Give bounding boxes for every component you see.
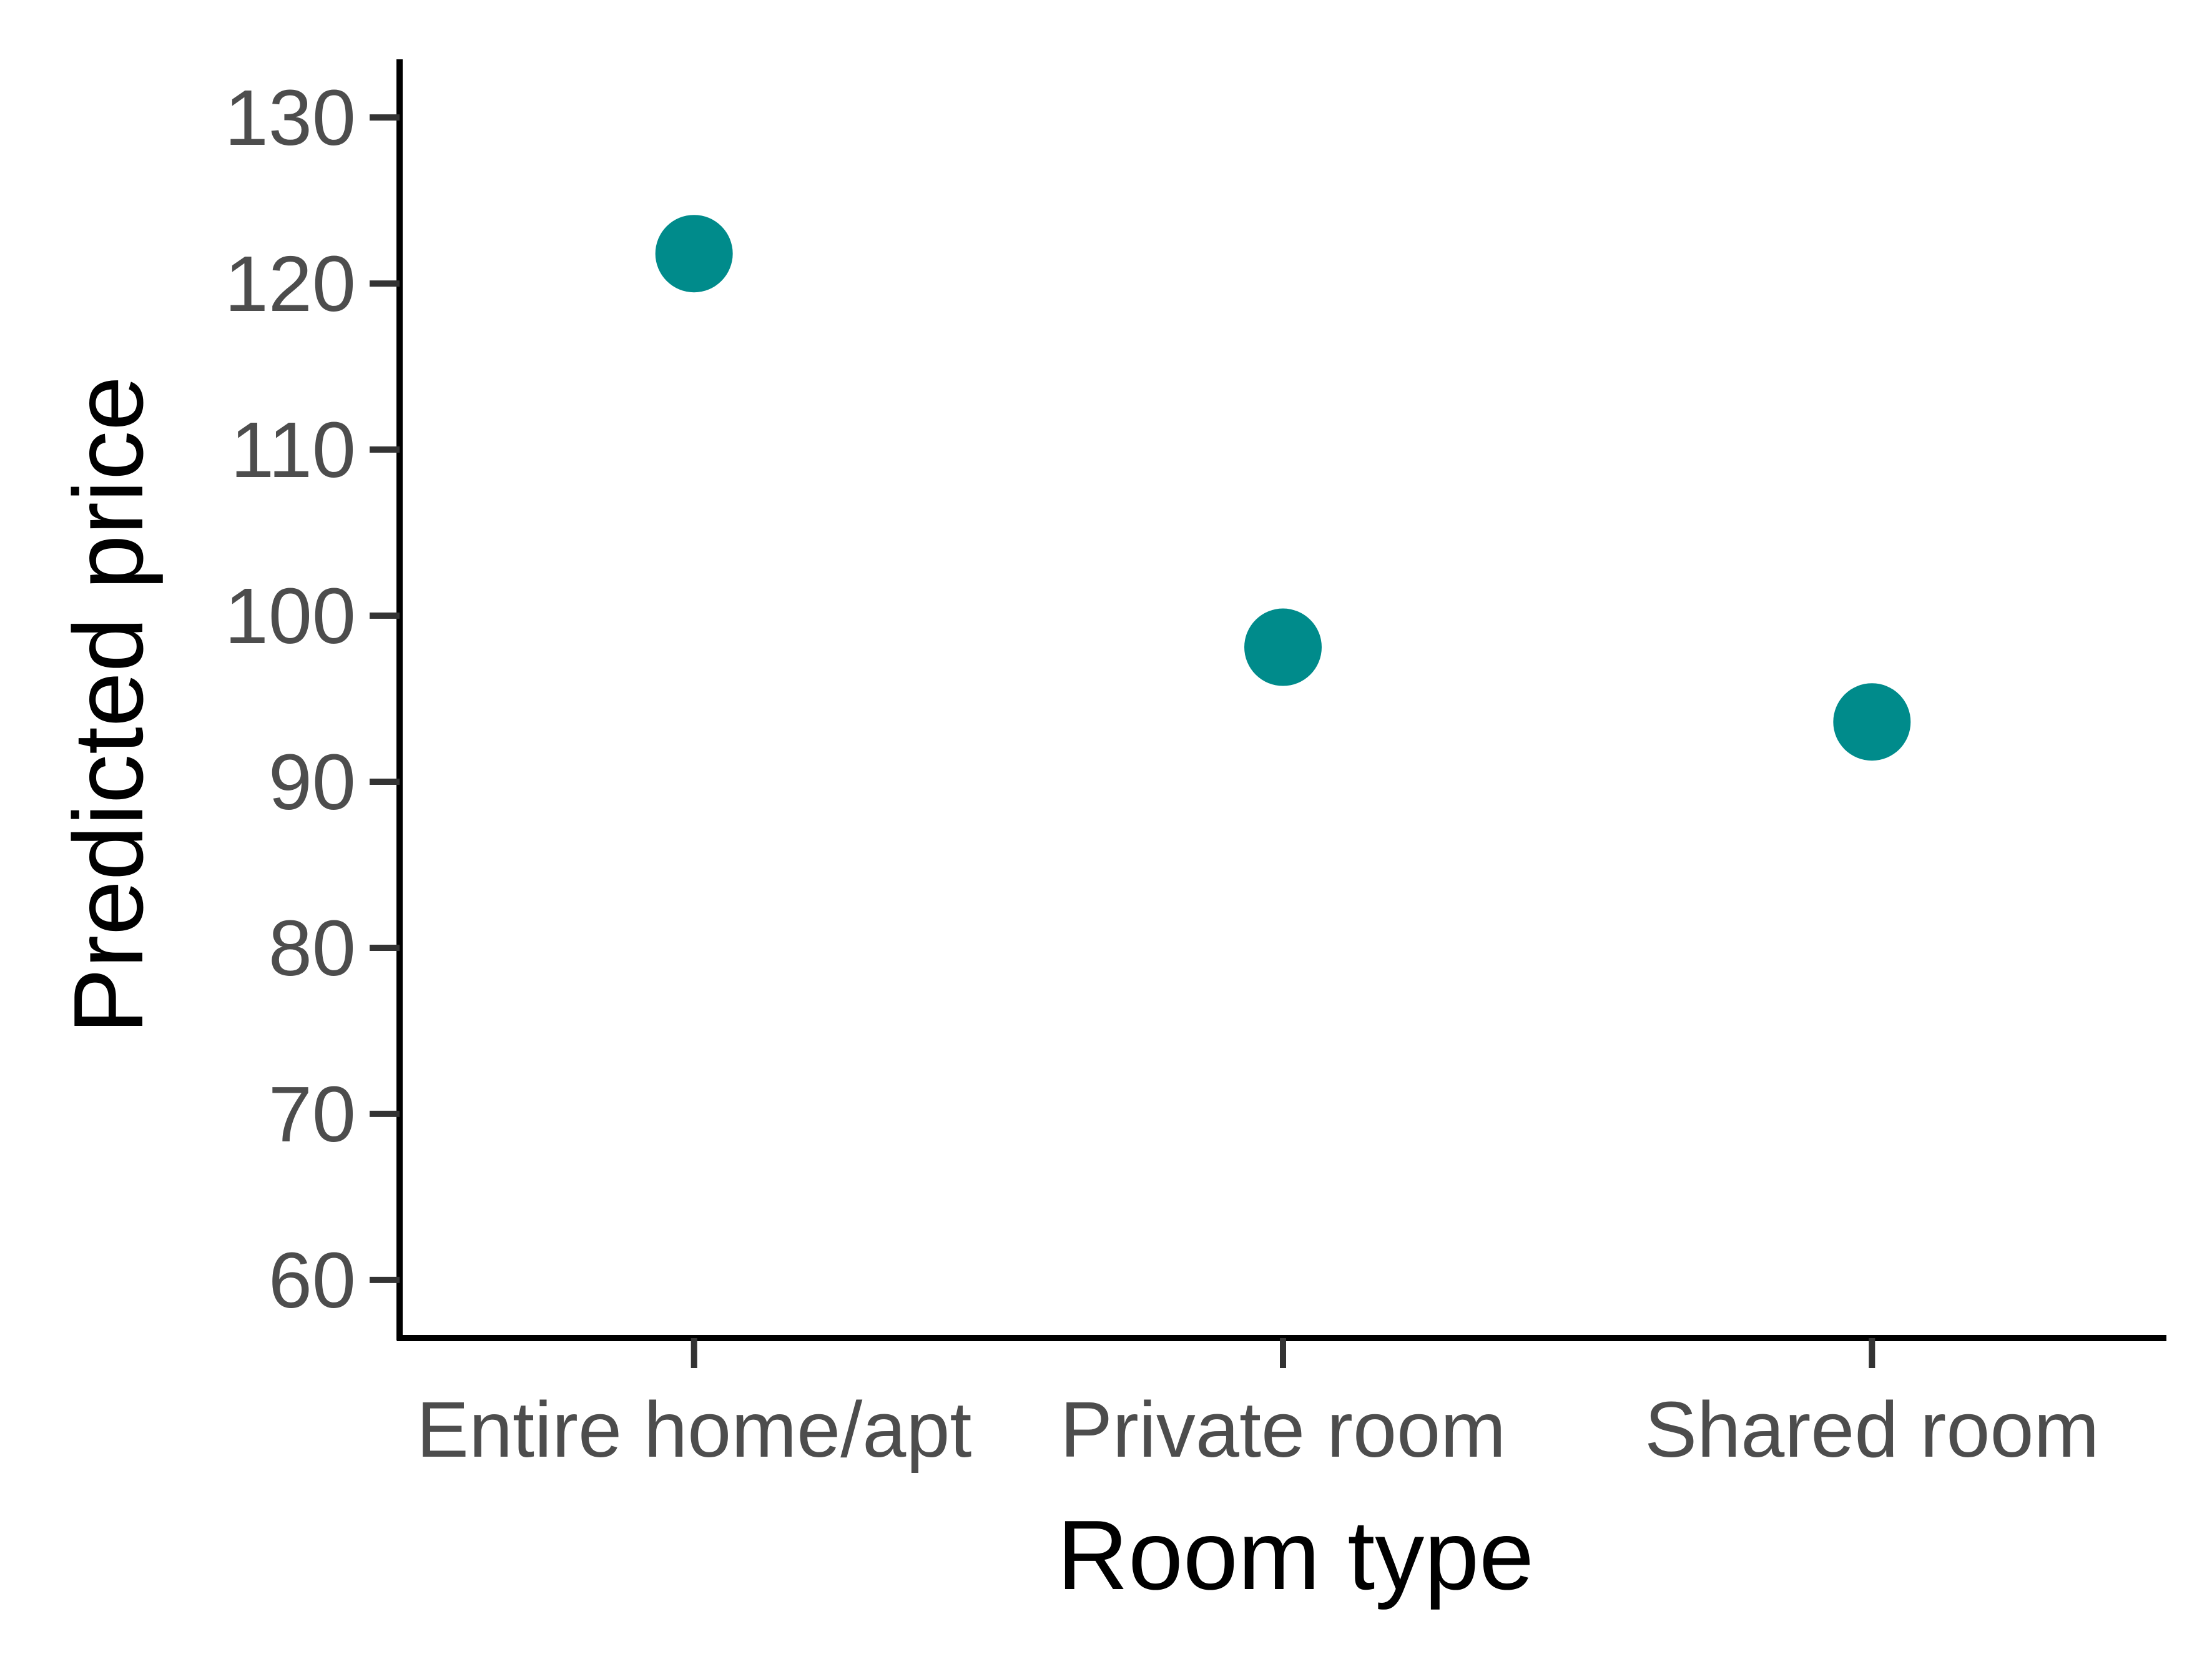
y-tick-label: 90 [268, 738, 356, 826]
y-tick-label: 130 [225, 74, 356, 162]
data-points [655, 215, 1911, 761]
x-tick-label: Shared room [1644, 1386, 2099, 1474]
y-tick-label: 110 [230, 406, 356, 494]
y-tick-label: 60 [268, 1236, 356, 1324]
y-axis-title: Predicted price [54, 376, 164, 1034]
x-tick-label: Entire home/apt [416, 1386, 972, 1474]
x-tick-label: Private room [1060, 1386, 1506, 1474]
y-tick-label: 120 [225, 240, 356, 328]
y-tick-label: 70 [268, 1070, 356, 1158]
y-tick-label: 100 [225, 572, 356, 660]
data-point [1244, 608, 1322, 686]
data-point [655, 215, 733, 293]
x-axis-title: Room type [1057, 1500, 1534, 1610]
y-tick-label: 80 [268, 904, 356, 992]
data-point [1833, 683, 1911, 761]
y-axis: 60 70 80 90 100 110 120 130 [225, 59, 403, 1341]
x-axis: Entire home/apt Private room Shared room [397, 1335, 2166, 1474]
